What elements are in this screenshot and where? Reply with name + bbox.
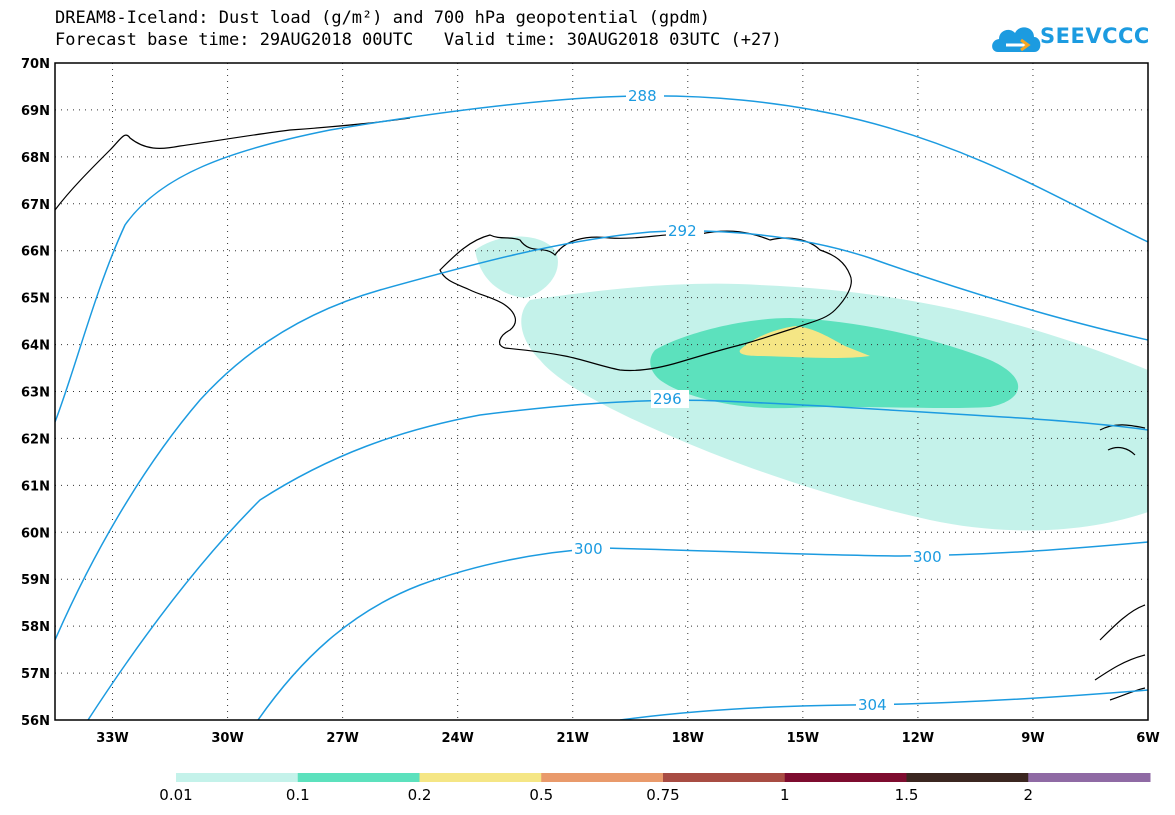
lon-label-33W: 33W [96, 731, 128, 746]
lon-label-12W: 12W [902, 731, 934, 746]
legend-swatch [176, 773, 299, 782]
lon-label-27W: 27W [326, 731, 358, 746]
forecast-time-subtitle: Forecast base time: 29AUG2018 00UTC Vali… [55, 30, 782, 50]
map-frame [54, 62, 1149, 721]
dust-0.1-region [650, 318, 1019, 409]
lon-label-21W: 21W [557, 731, 589, 746]
lat-label-68N: 68N [21, 151, 50, 166]
legend-swatch [906, 773, 1029, 782]
legend-label: 0.01 [159, 786, 193, 804]
geopotential-contours [55, 95, 1148, 720]
legend-label: 2 [1023, 786, 1034, 804]
latitude-labels: 70N 69N 68N 67N 66N 65N 64N 63N 62N 61N 60N 59N 58N 5… [21, 57, 50, 729]
legend-swatch [663, 773, 786, 782]
legend-swatch [541, 773, 664, 782]
contour-label-288: 288 [628, 87, 657, 105]
lat-label-64N: 64N [21, 339, 50, 354]
legend-swatch [419, 773, 542, 782]
seevccc-cloud-logo-icon [992, 27, 1041, 52]
lat-label-63N: 63N [21, 386, 50, 401]
lat-label-59N: 59N [21, 573, 50, 588]
legend-colorbar [176, 773, 1151, 782]
contour-292 [55, 230, 1148, 641]
lat-label-56N: 56N [21, 714, 50, 729]
longitude-labels: 33W 30W 27W 24W 21W 18W 15W 12W 9W 6W [96, 731, 1159, 746]
logo-text: SEEVCCC [1040, 24, 1150, 48]
legend-label: 0.75 [646, 786, 680, 804]
lon-label-15W: 15W [787, 731, 819, 746]
lat-label-62N: 62N [21, 432, 50, 447]
contour-label-300-west: 300 [574, 540, 603, 558]
legend-label: 0.1 [285, 786, 310, 804]
contour-label-296: 296 [653, 390, 682, 408]
lon-label-30W: 30W [211, 731, 243, 746]
lat-label-57N: 57N [21, 667, 50, 682]
contour-304 [619, 689, 1148, 720]
contour-296 [87, 399, 1148, 720]
dust-0.2-region [739, 326, 870, 359]
dust-0.01-northwest-region [475, 236, 558, 298]
contour-288 [55, 95, 1148, 423]
contour-label-304: 304 [858, 696, 887, 714]
lat-label-58N: 58N [21, 620, 50, 635]
legend-label: 0.2 [407, 786, 432, 804]
lon-label-9W: 9W [1021, 731, 1044, 746]
contour-labels: 288 292 296 300 300 304 [572, 87, 949, 714]
legend-swatch [1028, 773, 1151, 782]
legend-label: 1.5 [894, 786, 919, 804]
lat-label-70N: 70N [21, 57, 50, 72]
contour-label-292: 292 [668, 222, 697, 240]
lat-label-69N: 69N [21, 104, 50, 119]
coastline [55, 117, 1146, 701]
lat-label-66N: 66N [21, 245, 50, 260]
legend-label: 1 [779, 786, 790, 804]
lat-label-61N: 61N [21, 479, 50, 494]
lat-label-67N: 67N [21, 198, 50, 213]
contour-label-300-east: 300 [913, 548, 942, 566]
lon-label-6W: 6W [1136, 731, 1159, 746]
legend-swatch [784, 773, 907, 782]
legend-swatch [297, 773, 420, 782]
map-title: DREAM8-Iceland: Dust load (g/m²) and 700… [55, 8, 711, 28]
contour-300 [257, 541, 1148, 720]
lon-label-18W: 18W [672, 731, 704, 746]
lat-label-65N: 65N [21, 292, 50, 307]
legend-label: 0.5 [529, 786, 554, 804]
lat-label-60N: 60N [21, 526, 50, 541]
lon-label-24W: 24W [441, 731, 473, 746]
